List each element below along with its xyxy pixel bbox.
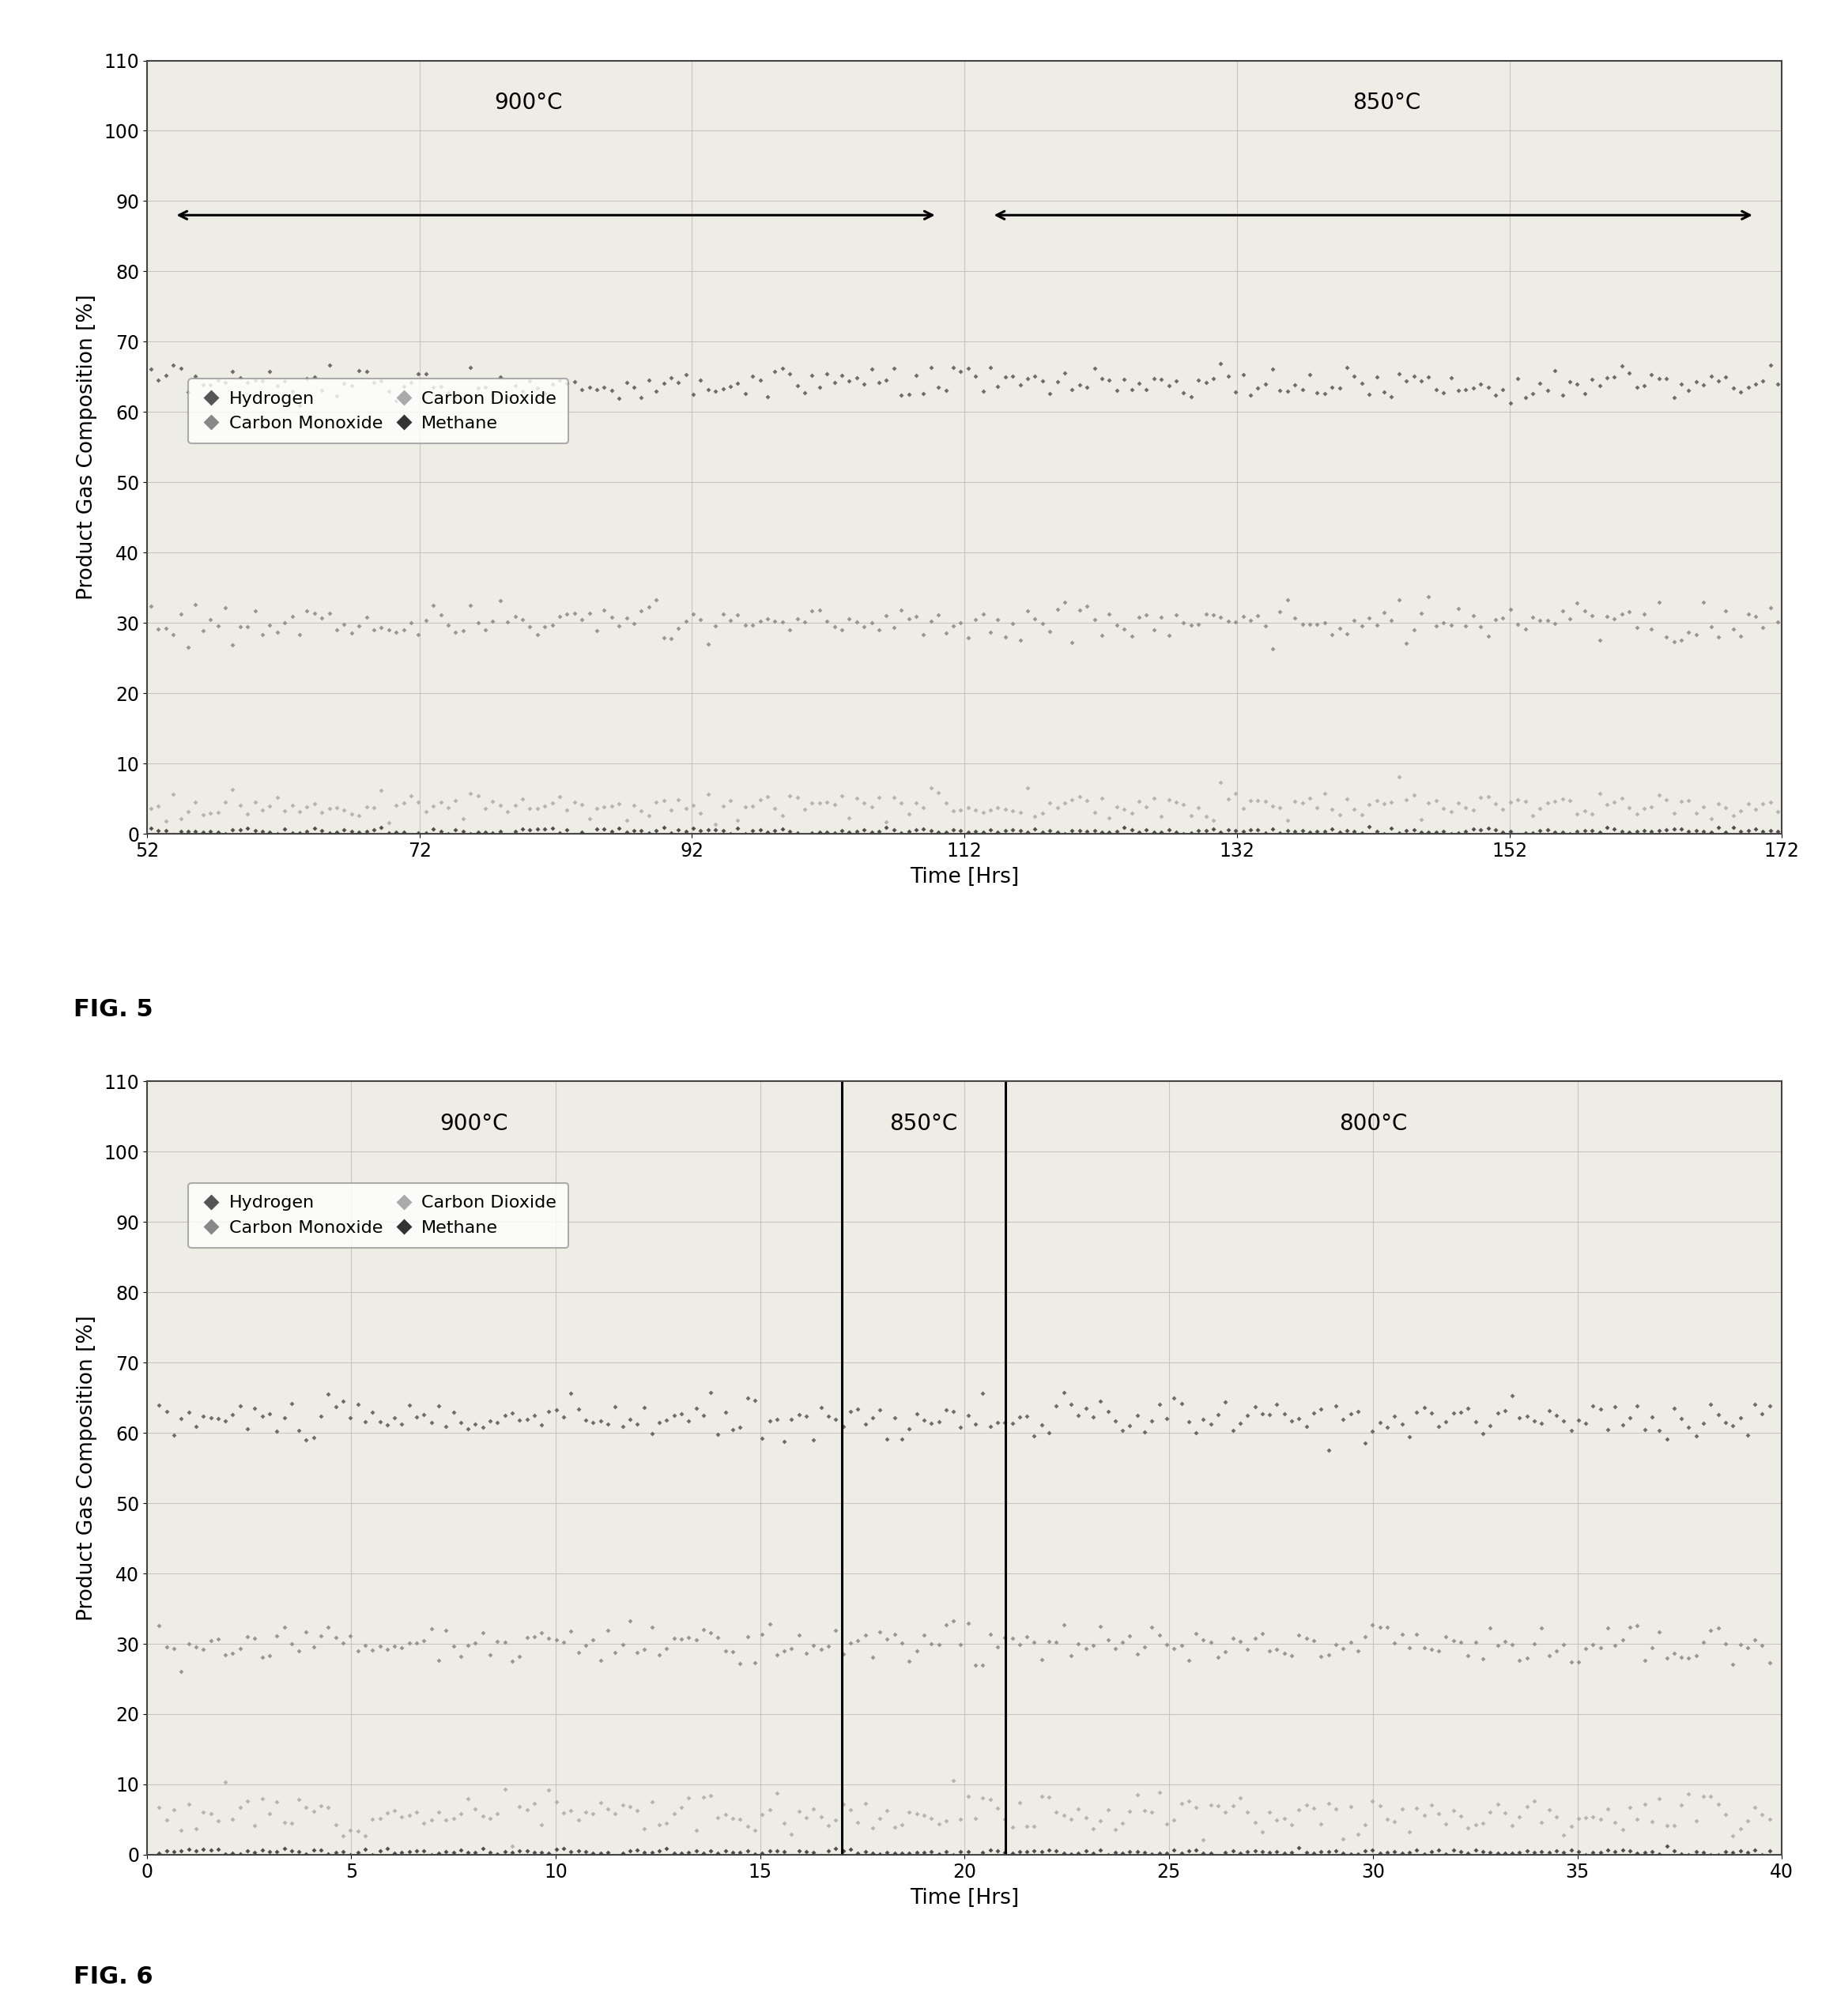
- Text: FIG. 6: FIG. 6: [73, 1966, 152, 1988]
- Text: 900°C: 900°C: [494, 91, 562, 113]
- Legend: Hydrogen, Carbon Monoxide, Carbon Dioxide, Methane: Hydrogen, Carbon Monoxide, Carbon Dioxid…: [189, 1183, 568, 1248]
- Text: 850°C: 850°C: [889, 1113, 957, 1135]
- Y-axis label: Product Gas Composition [%]: Product Gas Composition [%]: [77, 1314, 97, 1621]
- Y-axis label: Product Gas Composition [%]: Product Gas Composition [%]: [77, 294, 97, 601]
- X-axis label: Time [Hrs]: Time [Hrs]: [909, 1887, 1020, 1909]
- Text: FIG. 5: FIG. 5: [73, 998, 152, 1020]
- X-axis label: Time [Hrs]: Time [Hrs]: [909, 867, 1020, 887]
- Legend: Hydrogen, Carbon Monoxide, Carbon Dioxide, Methane: Hydrogen, Carbon Monoxide, Carbon Dioxid…: [189, 379, 568, 444]
- Text: 850°C: 850°C: [1352, 91, 1420, 113]
- Text: 800°C: 800°C: [1339, 1113, 1407, 1135]
- Text: 900°C: 900°C: [439, 1113, 509, 1135]
